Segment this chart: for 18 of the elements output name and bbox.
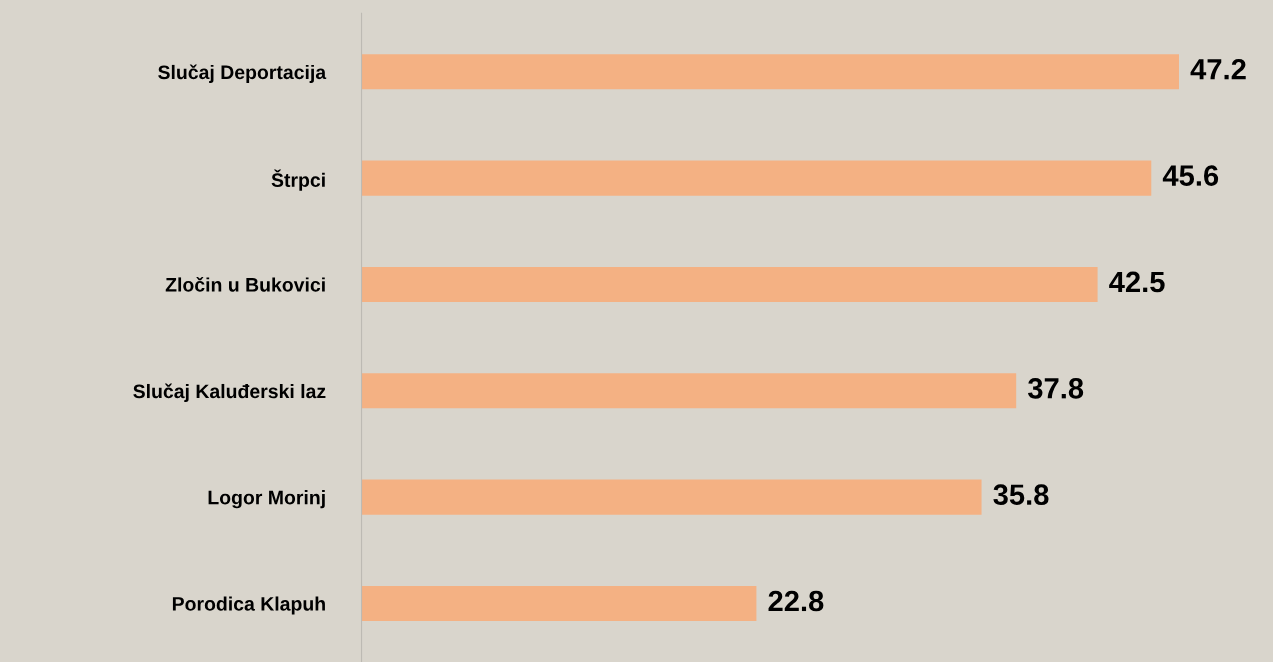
y-tick-label: Porodica Klapuh — [172, 596, 325, 615]
bar — [361, 479, 982, 515]
y-tick-label: Slučaj Kaluđerski laz — [133, 383, 326, 403]
bar — [361, 266, 1098, 302]
y-tick-label: Slučaj Deportacija — [158, 64, 327, 84]
data-label: 35.8 — [993, 484, 1049, 506]
data-label: 42.5 — [1109, 271, 1165, 293]
y-tick-label: Zločin u Bukovici — [165, 276, 325, 292]
data-label: 22.8 — [768, 590, 824, 612]
bar — [361, 585, 757, 622]
y-tick-label: Logor Morinj — [208, 490, 325, 509]
data-label: 45.6 — [1162, 165, 1219, 186]
bar — [361, 160, 1152, 196]
y-tick-label: Štrpci — [271, 169, 325, 191]
bar — [361, 54, 1179, 90]
bar — [361, 373, 1017, 409]
data-label: 47.2 — [1190, 58, 1246, 80]
data-label: 37.8 — [1027, 377, 1084, 399]
